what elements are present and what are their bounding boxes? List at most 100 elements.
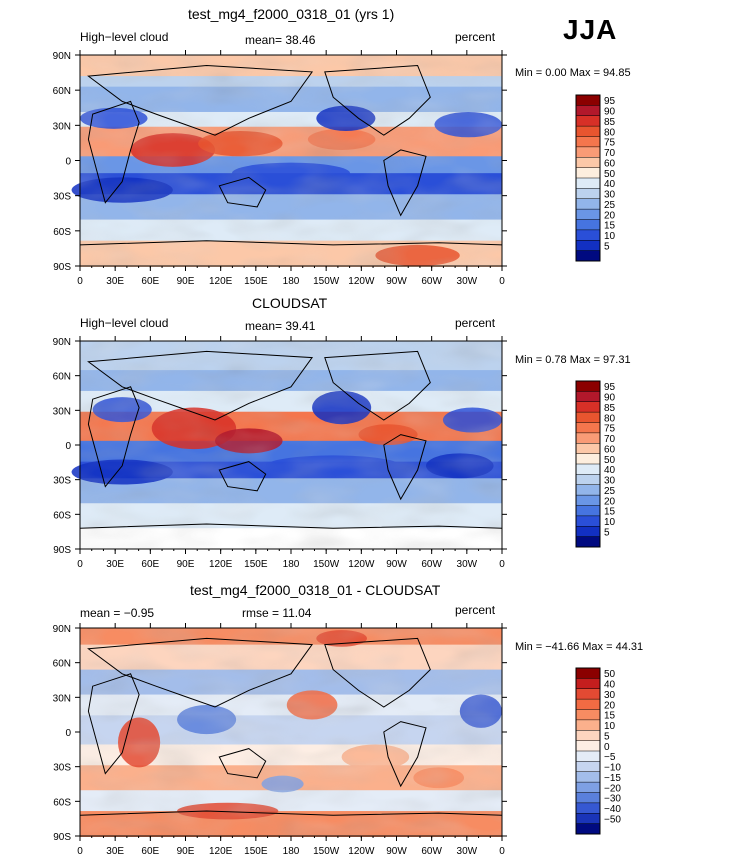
- coastline: [218, 461, 267, 492]
- x-tick-label: 0: [77, 276, 83, 287]
- x-tick-label: 90E: [177, 846, 195, 857]
- colorbar-swatch: [576, 823, 600, 835]
- colorbar-label: 25: [604, 486, 616, 497]
- y-tick-label: 90S: [53, 262, 71, 273]
- colorbar-label: 30: [604, 190, 616, 201]
- panel-2-minmax: Min = 0.78 Max = 97.31: [515, 354, 631, 366]
- y-tick-label: 60S: [53, 797, 71, 808]
- x-tick-label: 30W: [457, 846, 478, 857]
- panel-2-title: CLOUDSAT: [252, 295, 328, 311]
- colorbar-label: 90: [604, 393, 616, 404]
- colorbar-label: −5: [604, 752, 616, 763]
- colorbar-label: 40: [604, 680, 616, 691]
- coastline: [79, 810, 503, 816]
- colorbar-label: 60: [604, 158, 616, 169]
- colorbar-swatch: [576, 699, 600, 710]
- x-tick-label: 120E: [209, 276, 233, 287]
- colorbar-label: 70: [604, 434, 616, 445]
- y-tick-label: 60S: [53, 227, 71, 238]
- y-tick-label: 60S: [53, 510, 71, 521]
- y-tick-label: 30N: [53, 121, 71, 132]
- y-tick-label: 30N: [53, 693, 71, 704]
- map-panel-3: 0 30E 60E 90E 120E 150E 180 150W 120W 90W 60W 30W 09…: [53, 623, 621, 857]
- x-tick-label: 0: [77, 559, 83, 570]
- colorbar-label: 50: [604, 669, 616, 680]
- colorbar-swatch: [576, 505, 600, 517]
- colorbar-swatch: [576, 688, 600, 700]
- colorbar-label: 40: [604, 179, 616, 190]
- x-tick-label: 120E: [209, 846, 233, 857]
- season-label: JJA: [563, 14, 618, 45]
- colorbar-label: 10: [604, 231, 616, 242]
- x-tick-label: 60W: [421, 846, 442, 857]
- colorbar-label: −40: [604, 804, 621, 815]
- x-tick-label: 90W: [386, 276, 407, 287]
- x-tick-label: 30E: [106, 559, 124, 570]
- panel-1-center-label: mean= 38.46: [245, 33, 316, 47]
- colorbar-swatch: [576, 761, 600, 773]
- colorbar-swatch: [576, 391, 600, 403]
- colorbar-swatch: [576, 464, 600, 475]
- colorbar-label: −50: [604, 814, 621, 825]
- x-tick-label: 90W: [386, 559, 407, 570]
- x-tick-label: 150E: [244, 559, 268, 570]
- colorbar-label: 80: [604, 127, 616, 138]
- colorbar-swatch: [576, 484, 600, 496]
- colorbar-swatch: [576, 422, 600, 434]
- field-texture: [80, 341, 502, 549]
- colorbar-swatch: [576, 740, 600, 752]
- x-tick-label: 120W: [348, 846, 375, 857]
- colorbar-label: 95: [604, 96, 616, 107]
- x-tick-label: 60W: [421, 276, 442, 287]
- colorbar-label: 20: [604, 700, 616, 711]
- y-tick-label: 0: [65, 441, 71, 452]
- colorbar-label: 90: [604, 107, 616, 118]
- colorbar-label: 15: [604, 507, 616, 518]
- colorbar-label: 20: [604, 210, 616, 221]
- coastline: [87, 637, 314, 708]
- panel-1-right-label: percent: [455, 30, 496, 44]
- x-tick-label: 150E: [244, 276, 268, 287]
- colorbar-label: 50: [604, 169, 616, 180]
- panel-1-title: test_mg4_f2000_0318_01 (yrs 1): [188, 6, 395, 22]
- x-tick-label: 0: [499, 559, 505, 570]
- y-tick-label: 90S: [53, 545, 71, 556]
- coastline: [324, 350, 431, 421]
- x-tick-label: 90E: [177, 276, 195, 287]
- colorbar-swatch: [576, 432, 600, 444]
- y-tick-label: 30S: [53, 192, 71, 203]
- colorbar-label: 20: [604, 496, 616, 507]
- colorbar-swatch: [576, 751, 600, 762]
- field-texture: [80, 628, 502, 836]
- colorbar-swatch: [576, 453, 600, 465]
- coastline: [383, 721, 427, 788]
- colorbar-swatch: [576, 782, 600, 793]
- map-panel-2: 0 30E 60E 90E 120E 150E 180 150W 120W 90W 60W 30W 09…: [53, 336, 616, 570]
- panel-3-title: test_mg4_f2000_0318_01 - CLOUDSAT: [190, 582, 441, 598]
- x-tick-label: 150W: [313, 559, 340, 570]
- colorbar-label: −15: [604, 773, 621, 784]
- panel-1-minmax: Min = 0.00 Max = 94.85: [515, 67, 631, 79]
- colorbar-label: 5: [604, 241, 610, 252]
- colorbar-label: 0: [604, 742, 610, 753]
- y-tick-label: 30S: [53, 763, 71, 774]
- colorbar-swatch: [576, 771, 600, 783]
- panel-2-left-label: High−level cloud: [80, 316, 169, 330]
- colorbar-label: 15: [604, 711, 616, 722]
- colorbar-label: 75: [604, 424, 616, 435]
- coastline: [87, 100, 140, 204]
- colorbar-label: 15: [604, 221, 616, 232]
- colorbar-label: 75: [604, 138, 616, 149]
- x-tick-label: 60E: [141, 276, 159, 287]
- colorbar-swatch: [576, 474, 600, 486]
- colorbar-swatch: [576, 495, 600, 506]
- x-tick-label: 0: [499, 276, 505, 287]
- coastline: [383, 149, 427, 217]
- y-tick-label: 90N: [53, 51, 71, 62]
- x-tick-label: 0: [77, 846, 83, 857]
- colorbar-swatch: [576, 157, 600, 169]
- colorbar-swatch: [576, 719, 600, 731]
- x-tick-label: 60E: [141, 559, 159, 570]
- colorbar-swatch: [576, 95, 600, 106]
- x-tick-label: 30E: [106, 846, 124, 857]
